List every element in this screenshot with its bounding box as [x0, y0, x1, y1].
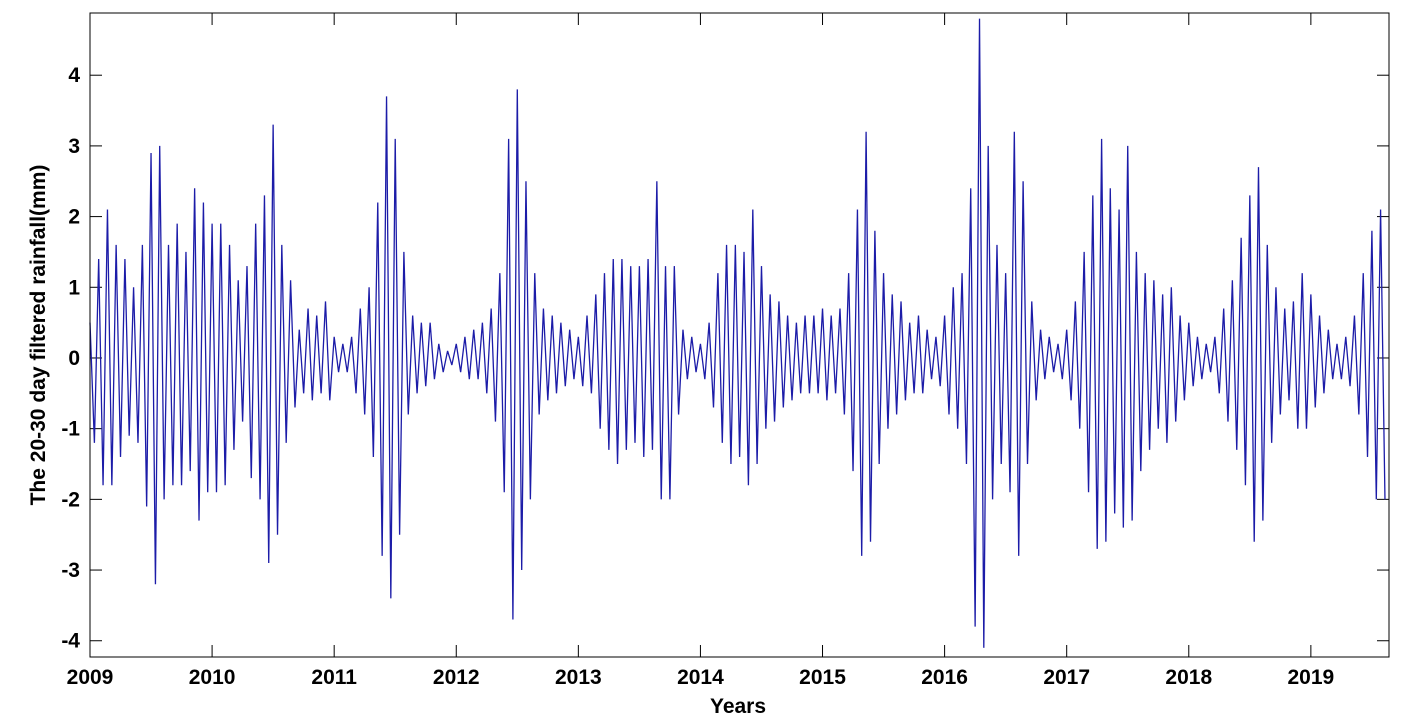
y-tick-label: 4 — [68, 64, 80, 87]
x-axis-label: Years — [710, 695, 766, 718]
x-tick-label: 2011 — [311, 666, 357, 689]
x-tick-label: 2015 — [799, 666, 846, 689]
x-tick-label: 2017 — [1043, 666, 1090, 689]
x-tick-label: 2010 — [189, 666, 236, 689]
y-axis-label: The 20-30 day filtered rainfall(mm) — [27, 165, 50, 506]
x-tick-label: 2013 — [555, 666, 602, 689]
x-tick-label: 2016 — [921, 666, 968, 689]
x-tick-label: 2018 — [1165, 666, 1212, 689]
y-tick-label: -3 — [61, 559, 80, 582]
y-tick-label: -1 — [61, 418, 80, 441]
y-tick-label: 3 — [68, 135, 80, 158]
plot-frame — [89, 12, 1390, 658]
y-tick-label: 2 — [68, 206, 80, 229]
data-line — [89, 18, 1386, 648]
x-tick-label: 2009 — [67, 666, 114, 689]
y-tick-label: 1 — [68, 276, 80, 299]
y-tick-label: -2 — [61, 488, 80, 511]
x-tick-label: 2014 — [677, 666, 724, 689]
y-tick-label: -4 — [61, 630, 80, 653]
x-tick-label: 2012 — [433, 666, 480, 689]
y-tick-label: 0 — [68, 347, 80, 370]
x-tick-label: 2019 — [1288, 666, 1335, 689]
